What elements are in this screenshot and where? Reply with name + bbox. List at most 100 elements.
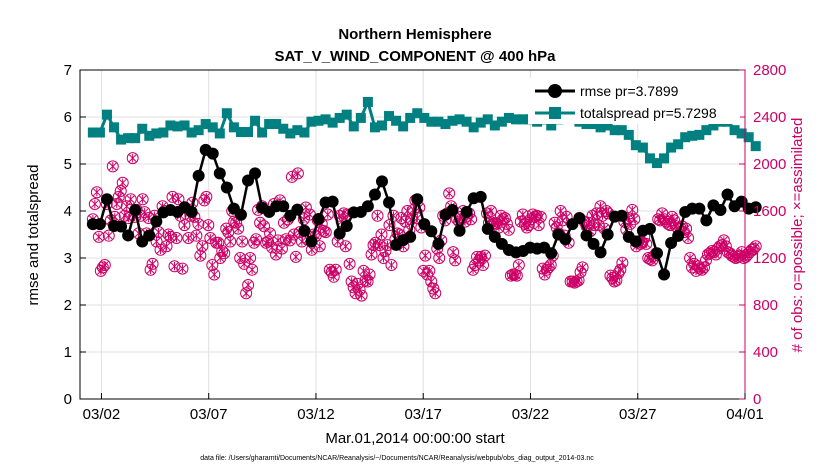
obs-possible-point	[212, 236, 225, 249]
obs-possible-point	[266, 241, 279, 254]
totalspread-point	[101, 109, 112, 120]
rmse-point	[643, 222, 656, 235]
rmse-point	[446, 204, 459, 217]
rmse-point	[474, 190, 487, 203]
totalspread-point	[454, 114, 465, 125]
obs-assimilated-point	[387, 260, 396, 270]
obs-assimilated-point	[618, 258, 627, 267]
obs-assimilated-point	[451, 256, 460, 265]
obs-assimilated-point	[431, 289, 440, 298]
obs-assimilated-point	[126, 195, 135, 204]
rmse-point	[559, 233, 572, 246]
obs-assimilated-point	[329, 272, 338, 281]
legend-spread-marker	[549, 107, 561, 119]
rmse-point	[721, 188, 734, 201]
rmse-point	[411, 193, 424, 206]
obs-possible-point	[258, 220, 271, 233]
rmse-point	[312, 212, 325, 225]
obs-assimilated-point	[421, 251, 430, 260]
obs-assimilated-point	[292, 252, 300, 262]
totalspread-point	[701, 125, 712, 136]
obs-possible-point	[242, 279, 255, 292]
rmse-point	[305, 235, 318, 248]
totalspread-point	[94, 127, 105, 138]
legend-rmse-label: rmse pr=3.7899	[580, 83, 679, 99]
rmse-point	[573, 212, 586, 225]
rmse-point	[361, 200, 374, 213]
obs-assimilated-point	[345, 259, 354, 269]
totalspread-point	[708, 120, 719, 131]
rmse-point	[594, 246, 607, 259]
rmse-point	[629, 235, 642, 248]
obs-assimilated-point	[584, 218, 593, 227]
rmse-point	[234, 208, 247, 221]
obs-assimilated-point	[162, 242, 171, 251]
obs-assimilated-point	[206, 233, 215, 243]
rmse-point	[587, 237, 600, 250]
rmse-point	[714, 204, 727, 217]
rmse-point	[150, 215, 163, 228]
obs-assimilated-point	[128, 153, 137, 163]
obs-assimilated-point	[628, 205, 637, 215]
obs-assimilated-point	[682, 224, 690, 233]
totalspread-point	[257, 127, 268, 138]
totalspread-point	[581, 119, 592, 130]
rmse-point	[481, 222, 494, 235]
obs-assimilated-point	[379, 253, 388, 263]
totalspread-point	[243, 127, 254, 138]
totalspread-point	[496, 116, 507, 127]
totalspread-point	[652, 158, 663, 169]
obs-possible-point	[144, 263, 157, 276]
totalspread-point	[659, 153, 670, 164]
obs-assimilated-point	[357, 291, 366, 300]
totalspread-point	[750, 141, 761, 152]
totalspread-point	[588, 119, 599, 130]
obs-possible-point	[102, 229, 115, 242]
totalspread-point	[341, 109, 352, 120]
obs-possible-point	[206, 259, 219, 272]
obs-assimilated-point	[642, 239, 651, 249]
obs-assimilated-point	[214, 238, 223, 247]
obs-assimilated-point	[536, 212, 545, 222]
rmse-point	[291, 203, 304, 216]
obs-possible-point	[684, 252, 697, 264]
totalspread-point	[475, 117, 486, 128]
totalspread-point	[609, 125, 620, 136]
totalspread-point	[595, 122, 606, 133]
obs-assimilated-point	[367, 250, 376, 259]
obs-possible-point	[343, 257, 356, 270]
totalspread-point	[362, 96, 373, 107]
obs-possible-point	[385, 259, 398, 272]
y-tick-label-left: 3	[64, 250, 72, 267]
totalspread-point	[391, 115, 402, 126]
y-tick-label-left: 7	[64, 62, 72, 79]
totalspread-point	[369, 122, 380, 133]
totalspread-point	[447, 115, 458, 126]
obs-assimilated-point	[210, 270, 219, 279]
rmse-point	[425, 225, 438, 238]
rmse-point	[658, 268, 671, 281]
obs-assimilated-point	[92, 188, 101, 197]
rmse-point	[672, 229, 685, 242]
obs-assimilated-point	[260, 222, 268, 231]
obs-assimilated-point	[556, 206, 565, 216]
totalspread-point	[518, 114, 529, 125]
obs-possible-point	[433, 252, 446, 264]
obs-assimilated-point	[578, 263, 587, 272]
totalspread-point	[384, 111, 395, 122]
obs-assimilated-point	[234, 224, 243, 233]
y-tick-label-right: 800	[753, 297, 778, 314]
obs-assimilated-point	[198, 242, 207, 251]
x-tick-label: 04/01	[726, 406, 764, 423]
obs-assimilated-point	[574, 276, 583, 285]
obs-assimilated-point	[156, 245, 165, 254]
obs-assimilated-point	[246, 253, 254, 263]
obs-possible-point	[447, 246, 460, 259]
totalspread-point	[292, 125, 303, 136]
y-tick-label-right: 2000	[753, 156, 786, 173]
obs-assimilated-point	[208, 260, 217, 270]
obs-possible-point	[218, 247, 231, 260]
obs-assimilated-point	[616, 265, 625, 274]
y-tick-label-right: 1200	[753, 250, 786, 267]
obs-possible-point	[232, 222, 245, 235]
